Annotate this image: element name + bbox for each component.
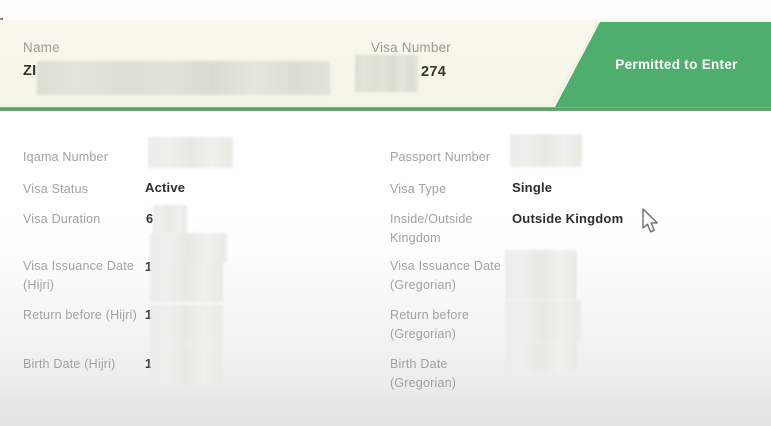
name-value: ZI — [23, 63, 37, 79]
field-label-return-before-hijri: Return before (Hijri) — [23, 308, 137, 322]
field-label-visa-status: Visa Status — [23, 182, 89, 196]
field-label-visa-issuance-hijri: Visa Issuance Date (Hijri) — [23, 259, 135, 292]
field-value-visa-issuance-hijri: 1 — [145, 259, 153, 274]
redacted-name-value — [37, 61, 330, 95]
redacted-birth-date-gregorian — [505, 342, 577, 373]
field-value-birth-date-hijri: 1 — [145, 356, 153, 371]
field-label-birth-date-gregorian: Birth Date (Gregorian) — [390, 357, 457, 390]
mouse-cursor — [642, 208, 658, 233]
field-label-visa-duration: Visa Duration — [23, 212, 101, 226]
redacted-visa-issuance-gregorian — [505, 250, 577, 300]
redacted-birth-date-hijri — [150, 344, 223, 384]
redacted-passport-number — [510, 134, 582, 167]
redacted-iqama-number — [148, 137, 233, 168]
field-value-visa-duration: 6 — [146, 211, 154, 226]
field-value-return-before-hijri: 1 — [145, 307, 153, 322]
field-label-birth-date-hijri: Birth Date (Hijri) — [23, 357, 116, 371]
name-label: Name — [23, 40, 60, 55]
field-label-inside-outside-kingdom: Inside/Outside Kingdom — [390, 212, 473, 245]
field-value-visa-status: Active — [145, 180, 186, 195]
visa-number-label: Visa Number — [371, 40, 451, 55]
field-value-visa-type: Single — [512, 180, 553, 195]
redacted-visa-issuance-hijri — [150, 258, 223, 302]
status-badge: Permitted to Enter — [615, 57, 738, 72]
field-label-visa-type: Visa Type — [390, 182, 447, 196]
redacted-visa-number-prefix — [355, 55, 418, 92]
field-label-return-before-gregorian: Return before (Gregorian) — [390, 308, 470, 341]
field-label-passport-number: Passport Number — [390, 150, 491, 164]
field-label-iqama-number: Iqama Number — [23, 150, 109, 164]
redacted-return-before-gregorian — [505, 300, 581, 342]
visa-number-value: 274 — [421, 64, 447, 80]
header-divider — [0, 107, 771, 111]
visa-details-panel: Iqama Number Visa Status Visa Duration V… — [0, 111, 771, 426]
redacted-return-before-hijri — [150, 305, 223, 344]
field-label-visa-issuance-gregorian: Visa Issuance Date (Gregorian) — [390, 259, 502, 292]
redacted-visa-duration — [153, 205, 187, 235]
field-value-inside-outside-kingdom: Outside Kingdom — [512, 211, 624, 226]
